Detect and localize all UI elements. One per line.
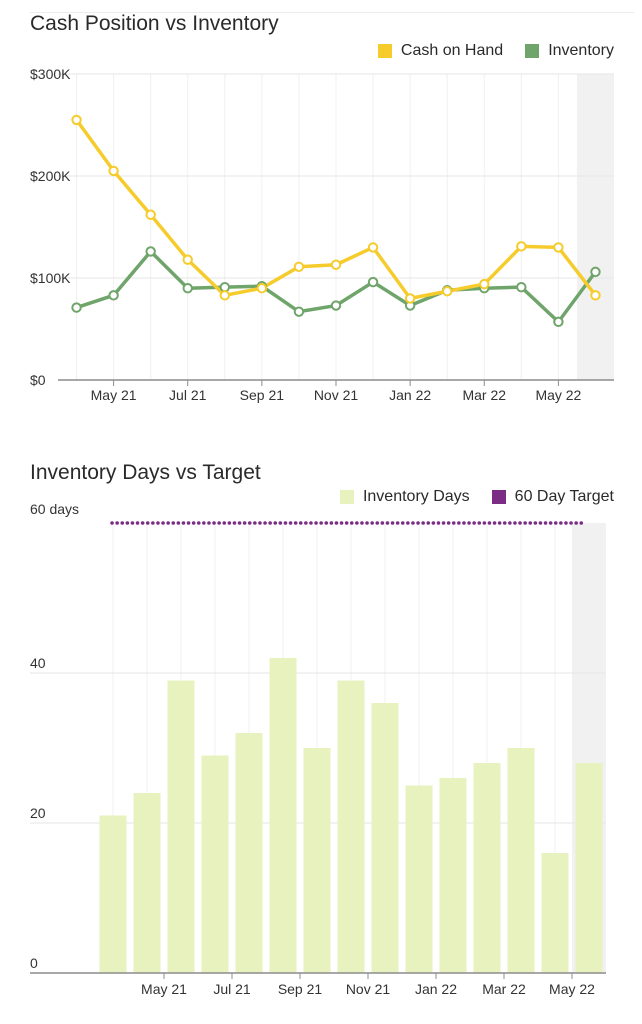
data-point-cash-on-hand [590, 290, 601, 301]
legend-label-inventory: Inventory [548, 42, 614, 59]
top-divider [30, 12, 634, 13]
y-tick-label-20: 20 [30, 805, 46, 821]
bar-nov-21 [337, 680, 365, 973]
data-point-inventory [219, 281, 231, 293]
data-point-cash-on-hand [108, 165, 119, 177]
legend-item-cash-on-hand[interactable]: Cash on Hand [377, 42, 504, 60]
data-point-cash-on-hand [71, 114, 82, 126]
inventory-days-chart-title: Inventory Days vs Target [30, 461, 261, 484]
bar-oct-21 [303, 748, 331, 973]
legend-label-inventory-days: Inventory Days [362, 488, 470, 505]
inventory-days-legend: Inventory Days 60 Day Target [339, 488, 614, 506]
data-point-cash-on-hand [182, 254, 193, 265]
y-tick-label-300k: $300K [30, 66, 71, 82]
data-point-cash-on-hand [479, 278, 490, 290]
legend-label-cash-on-hand: Cash on Hand [400, 42, 504, 59]
data-point-cash-on-hand [256, 283, 268, 294]
data-point-inventory [71, 302, 82, 313]
bar-jan-22 [405, 785, 433, 973]
x-tick-label-may-22: May 22 [549, 981, 595, 997]
y-tick-label-0: $0 [30, 372, 46, 388]
data-point-inventory [553, 316, 564, 328]
legend-label-60-day-target: 60 Day Target [514, 488, 614, 505]
data-point-inventory [293, 306, 305, 317]
bar-jun-22 [575, 763, 603, 973]
bar-sep-21 [269, 658, 297, 973]
data-point-cash-on-hand [367, 242, 379, 253]
cash-inventory-line-chart[interactable]: $0 $100K $200K $300K May 21 Jul 21 Sep 21 Nov 2… [0, 0, 642, 420]
bar-feb-22 [439, 778, 467, 973]
bar-apr-22 [507, 748, 535, 973]
x-tick-label-may-21: May 21 [141, 981, 187, 997]
y-tick-label-60-days: 60 days [30, 501, 79, 517]
data-point-inventory [367, 276, 379, 288]
data-point-cash-on-hand [145, 209, 156, 220]
legend-swatch-inventory-days [339, 490, 354, 504]
data-point-cash-on-hand [553, 242, 564, 253]
bar-dec-21 [371, 703, 399, 973]
x-tick-label-jan-22: Jan 22 [415, 981, 457, 997]
inventory-days-bar-chart[interactable]: 0 20 40 60 days May 21 Jul 21 Sep 21 Nov 21 Jan … [0, 490, 642, 1020]
legend-swatch-60-day-target [491, 490, 506, 504]
x-tick-label-may-21: May 21 [91, 387, 137, 403]
cash-chart-title: Cash Position vs Inventory [30, 12, 279, 35]
data-point-inventory [108, 290, 119, 301]
y-tick-label-100k: $100K [30, 270, 71, 286]
legend-swatch-cash-on-hand [377, 44, 392, 58]
bar-jun-21 [167, 680, 195, 973]
data-point-cash-on-hand [516, 241, 527, 252]
data-point-inventory [182, 283, 193, 294]
legend-item-inventory[interactable]: Inventory [525, 42, 614, 60]
x-tick-label-jan-22: Jan 22 [389, 387, 431, 403]
data-point-cash-on-hand [293, 261, 305, 272]
x-tick-label-jul-21: Jul 21 [213, 981, 251, 997]
bar-aug-21 [235, 733, 263, 973]
data-point-inventory [330, 300, 342, 311]
x-tick-label-jul-21: Jul 21 [169, 387, 207, 403]
x-tick-label-nov-21: Nov 21 [346, 981, 391, 997]
x-tick-label-mar-22: Mar 22 [482, 981, 526, 997]
y-tick-label-0: 0 [30, 955, 38, 971]
x-tick-label-may-22: May 22 [535, 387, 581, 403]
cash-chart-legend: Cash on Hand Inventory [377, 42, 614, 60]
x-tick-label-sep-21: Sep 21 [240, 387, 285, 403]
legend-item-60-day-target[interactable]: 60 Day Target [491, 488, 614, 506]
data-point-cash-on-hand [442, 286, 453, 297]
data-point-inventory [516, 281, 527, 293]
data-point-cash-on-hand [219, 290, 231, 301]
bar-may-21 [133, 793, 161, 973]
legend-item-inventory-days[interactable]: Inventory Days [339, 488, 470, 506]
bar-mar-22 [473, 763, 501, 973]
data-point-cash-on-hand [330, 259, 342, 270]
x-tick-label-nov-21: Nov 21 [314, 387, 359, 403]
data-point-inventory [590, 266, 601, 278]
x-tick-label-sep-21: Sep 21 [278, 981, 323, 997]
y-tick-label-40: 40 [30, 655, 46, 671]
y-tick-label-200k: $200K [30, 168, 71, 184]
data-point-cash-on-hand [404, 293, 416, 304]
legend-swatch-inventory [525, 44, 540, 58]
bar-jul-21 [201, 755, 229, 973]
bar-may-22 [541, 853, 569, 973]
x-tick-label-mar-22: Mar 22 [462, 387, 506, 403]
data-point-inventory [145, 246, 156, 257]
bar-apr-21 [99, 815, 127, 973]
